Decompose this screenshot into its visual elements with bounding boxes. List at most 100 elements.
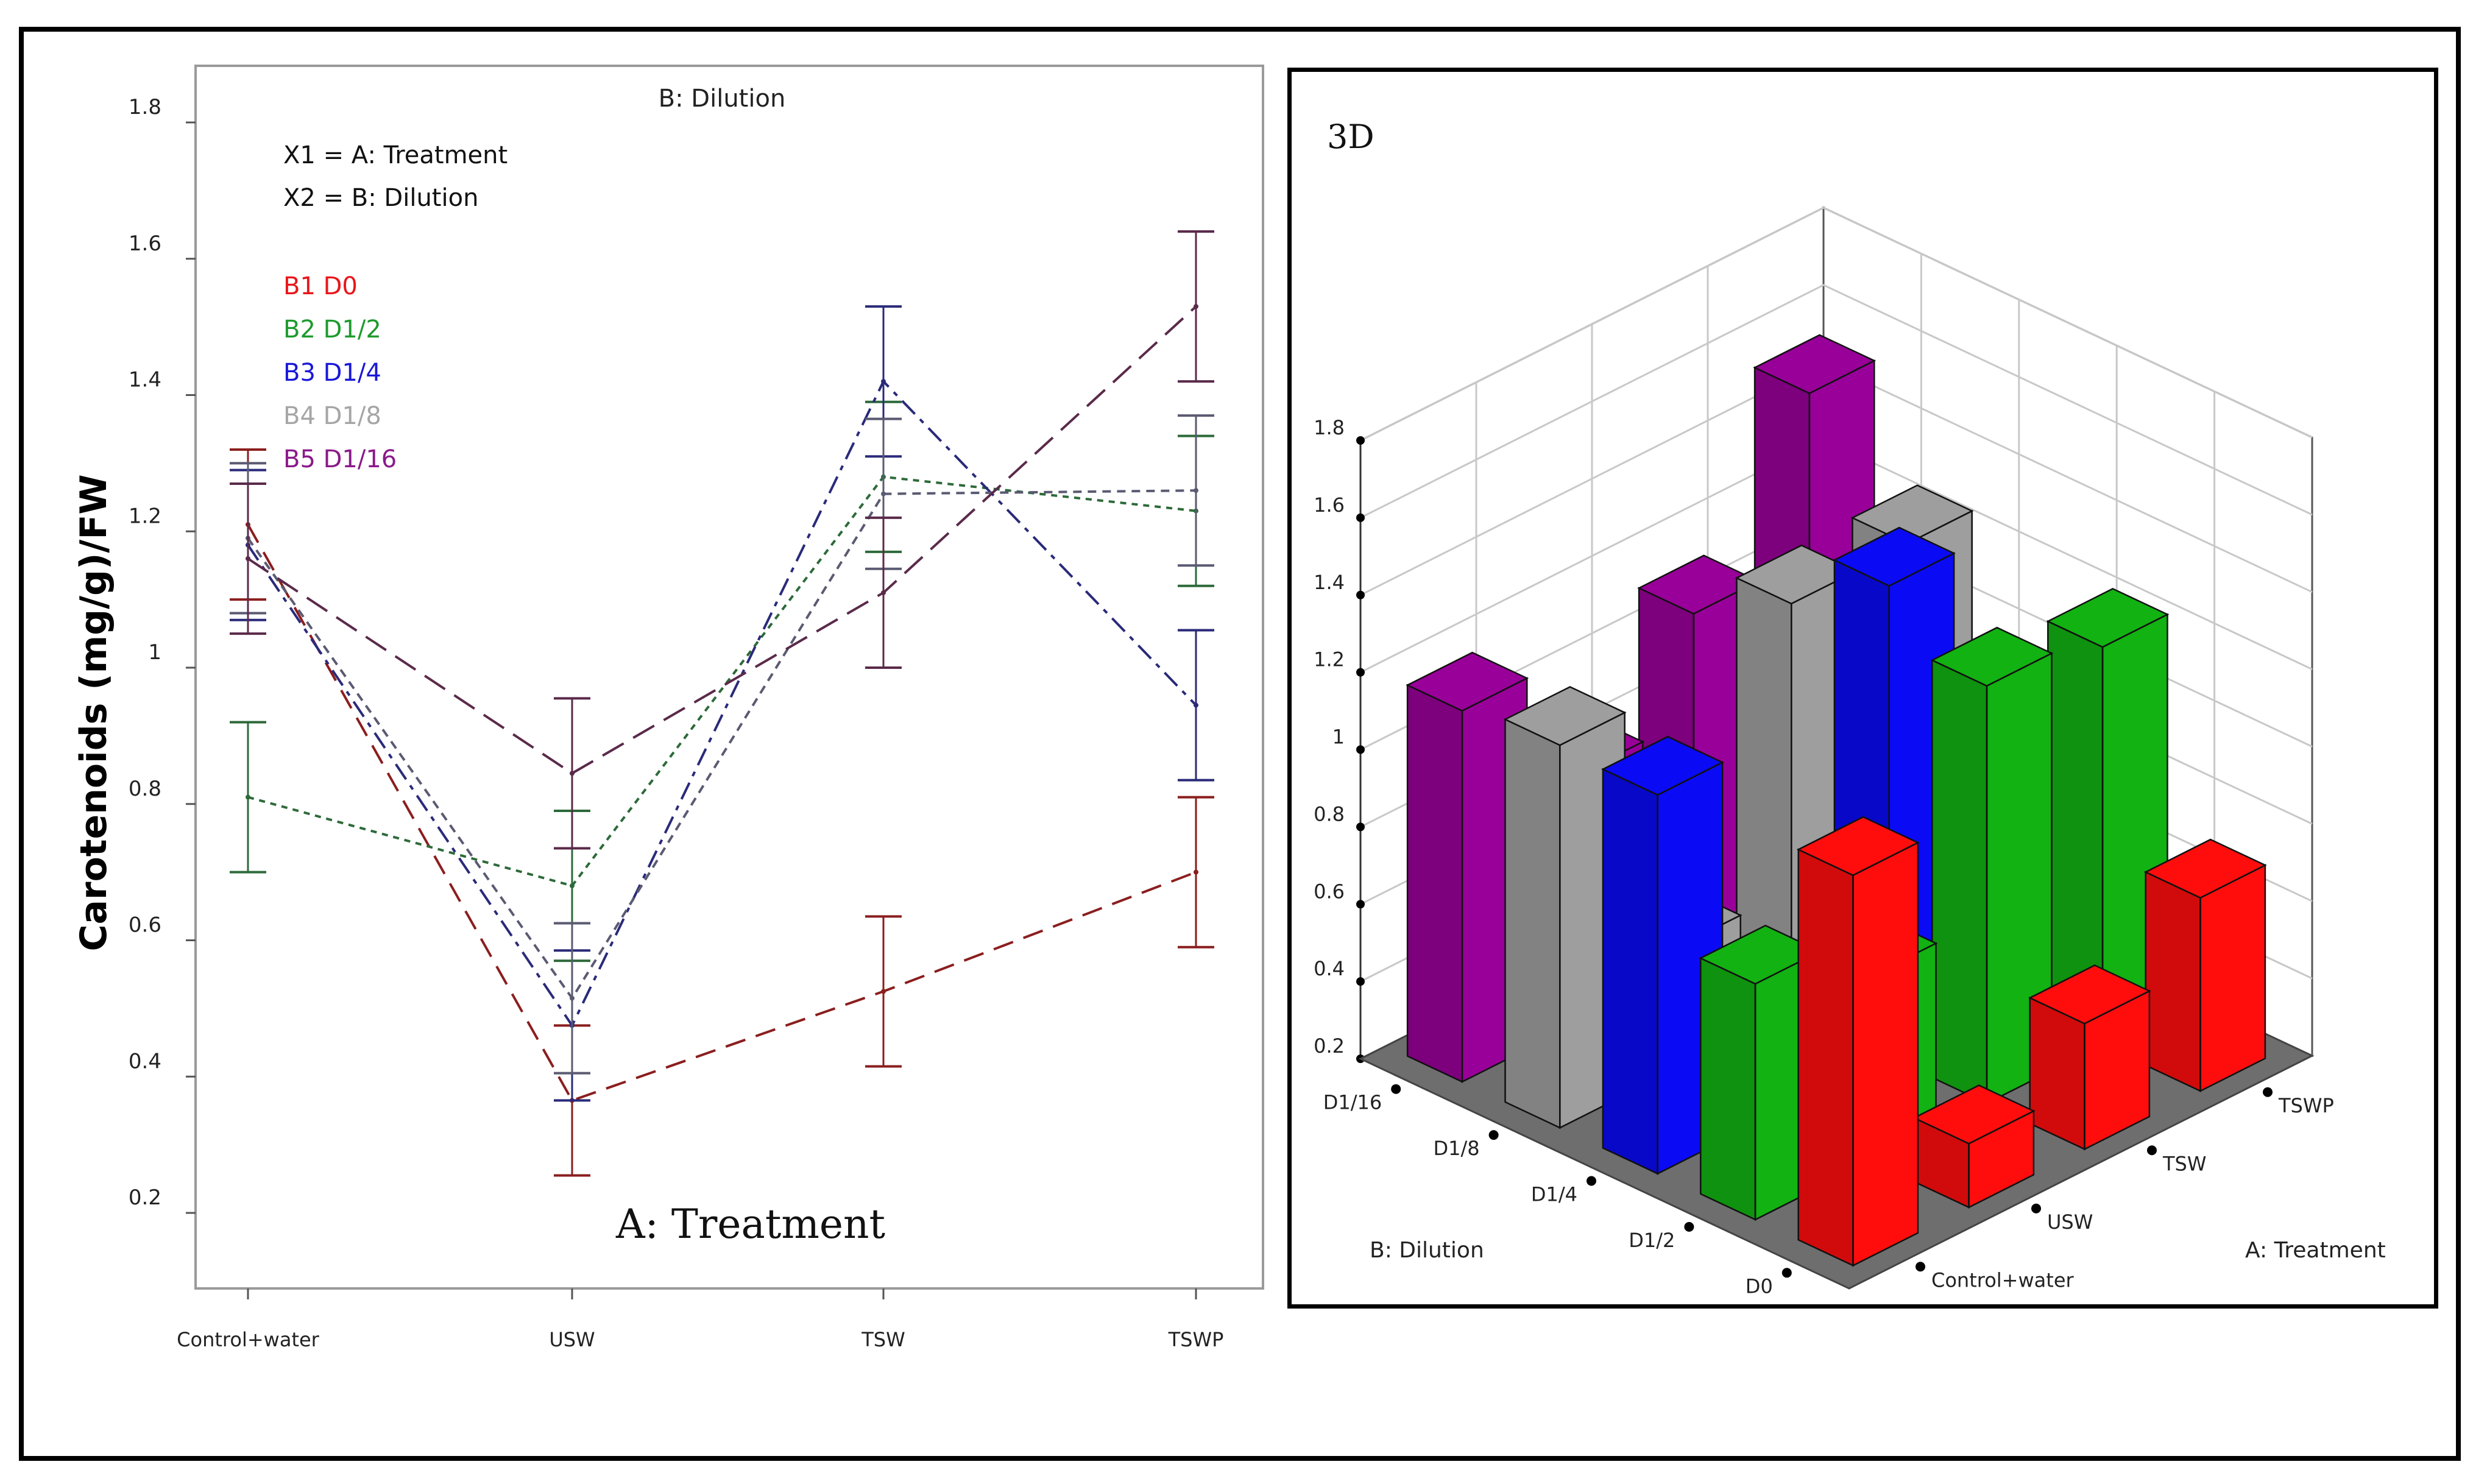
data-point	[570, 883, 575, 888]
z-tick-label: 1	[1332, 726, 1345, 749]
z-tick-label: 0.8	[1314, 802, 1345, 825]
z-tick	[1356, 977, 1365, 986]
bar-top-face	[1833, 526, 1956, 587]
bar-top-face	[2143, 838, 2267, 899]
bar-side-face	[1602, 768, 1658, 1175]
wall-gridline	[1360, 284, 2313, 519]
z-tick-label: 0.2	[1314, 1034, 1345, 1058]
dilution-tick	[1781, 1268, 1792, 1278]
bar-top-face	[1406, 651, 1529, 712]
bar-d1-2-tswp	[2046, 588, 2170, 1047]
z-tick-label: 1.6	[1314, 493, 1345, 517]
z-tick-label: 0.4	[1314, 957, 1345, 980]
interaction-plot: 0.2 0.4 0.6 0.8 1 1.2 1.4 1.6 1.8 Control+water US…	[73, 65, 1264, 1351]
y-axis-title: Carotenoids (mg/g)/FW	[73, 474, 115, 951]
y-tick-label: 0.2	[129, 1185, 161, 1210]
dilution-tick-label: D1/16	[1323, 1091, 1382, 1114]
bar-chart-3d: 0.2 0.4 0.6 0.8 1 1.2 1.4 1.6 1.8 D0 D1/2 D1/4 D1/8 D…	[1314, 118, 2386, 1298]
x-tick-label: TSW	[861, 1328, 905, 1351]
treatment-tick	[2147, 1145, 2157, 1156]
dilution-tick-label: D0	[1746, 1274, 1773, 1298]
z-tick-label: 1.8	[1314, 416, 1345, 439]
bar-top-face	[1796, 816, 1920, 877]
bar-top-face	[2046, 588, 2170, 648]
x-tick-label: USW	[549, 1328, 595, 1351]
dilution-tick-label: D1/8	[1433, 1137, 1479, 1160]
y-tick-label: 1.2	[129, 504, 161, 528]
legend-entry: B3 D1/4	[283, 359, 381, 387]
bar-side-face	[1406, 684, 1463, 1083]
y-tick-label: 0.4	[129, 1049, 161, 1073]
bar-side-face	[2029, 997, 2085, 1151]
y-tick-label: 1.6	[129, 231, 161, 256]
bar-d0-control-water	[1796, 816, 1920, 1267]
plot-area	[194, 65, 1264, 1290]
z-tick-label: 1.2	[1314, 648, 1345, 671]
treatment-tick-label: TSWP	[2278, 1094, 2334, 1117]
wall-gridline	[1360, 207, 2313, 442]
chart-title: B: Dilution	[659, 85, 786, 113]
x-axis-title-3d: A: Treatment	[2245, 1238, 2386, 1263]
dilution-tick-label: D1/2	[1629, 1229, 1675, 1252]
bar-top-face	[1912, 1084, 2036, 1145]
bar-d0-tswp	[2143, 838, 2267, 1092]
bar-top-face	[2028, 964, 2151, 1025]
data-point	[246, 794, 250, 800]
treatment-tick-label: USW	[2047, 1210, 2093, 1234]
bar-top-face	[1503, 686, 1627, 746]
data-point	[881, 491, 886, 496]
bar-side-face	[1931, 659, 1988, 1104]
factor-line-1: X1 = A: Treatment	[283, 141, 508, 169]
z-tick-label: 1.4	[1314, 571, 1345, 594]
z-tick	[1356, 745, 1365, 754]
series-line-b2-d1-2	[247, 475, 1197, 888]
x-tick-label: Control+water	[177, 1328, 320, 1351]
dilution-tick	[1684, 1221, 1694, 1232]
dilution-tick	[1587, 1176, 1596, 1186]
z-tick	[1356, 513, 1365, 522]
data-point	[881, 379, 886, 384]
bar-chart-3d-panel: 0.2 0.4 0.6 0.8 1 1.2 1.4 1.6 1.8 D0 D1/2 D1/4 D1/8 D…	[1287, 68, 2438, 1309]
x-axis-title: A: Treatment	[615, 1201, 885, 1248]
data-point	[1194, 869, 1198, 875]
data-point	[881, 590, 886, 595]
y-tick-label: 0.8	[129, 777, 161, 801]
bar-d1-2-tsw	[1930, 626, 2054, 1105]
bar-side-face	[1700, 956, 1756, 1221]
data-point	[1194, 488, 1198, 493]
figure-frame	[19, 27, 2461, 1461]
dilution-tick	[1391, 1084, 1401, 1094]
bar-top-face	[1850, 484, 1974, 545]
legend-entry: B1 D0	[283, 272, 358, 300]
dilution-tick	[1488, 1130, 1499, 1140]
bar-side-face	[2145, 871, 2201, 1092]
data-point	[570, 771, 575, 776]
data-point	[570, 995, 575, 1001]
treatment-tick	[2031, 1203, 2041, 1214]
z-tick	[1356, 822, 1365, 832]
treatment-tick	[1916, 1262, 1925, 1272]
bar-side-face	[1797, 848, 1854, 1267]
y-tick-label: 1.4	[129, 368, 161, 392]
data-point	[1194, 702, 1198, 708]
bar-top-face	[1601, 735, 1724, 796]
bar-top-face	[1930, 626, 2054, 687]
series-line-b4-d1-8	[247, 489, 1197, 1001]
bar-d0-tsw	[2028, 964, 2151, 1151]
bar-side-face	[1504, 718, 1561, 1129]
bar-front-face	[2199, 864, 2266, 1092]
legend-entry: B4 D1/8	[283, 402, 381, 430]
y-tick-label: 0.6	[129, 913, 161, 938]
bar-front-face	[1852, 841, 1919, 1267]
data-point	[881, 989, 886, 994]
y-tick-label: 1	[148, 640, 161, 665]
series-line-b5-d1-16	[247, 305, 1197, 775]
panel-label: 3D	[1327, 118, 1374, 156]
z-tick-label: 0.6	[1314, 880, 1345, 903]
z-tick	[1356, 668, 1365, 677]
legend-entry: B2 D1/2	[283, 316, 381, 344]
treatment-tick	[2263, 1087, 2273, 1097]
data-point	[246, 556, 250, 561]
dilution-tick-label: D1/4	[1531, 1183, 1577, 1206]
z-tick	[1356, 900, 1365, 909]
